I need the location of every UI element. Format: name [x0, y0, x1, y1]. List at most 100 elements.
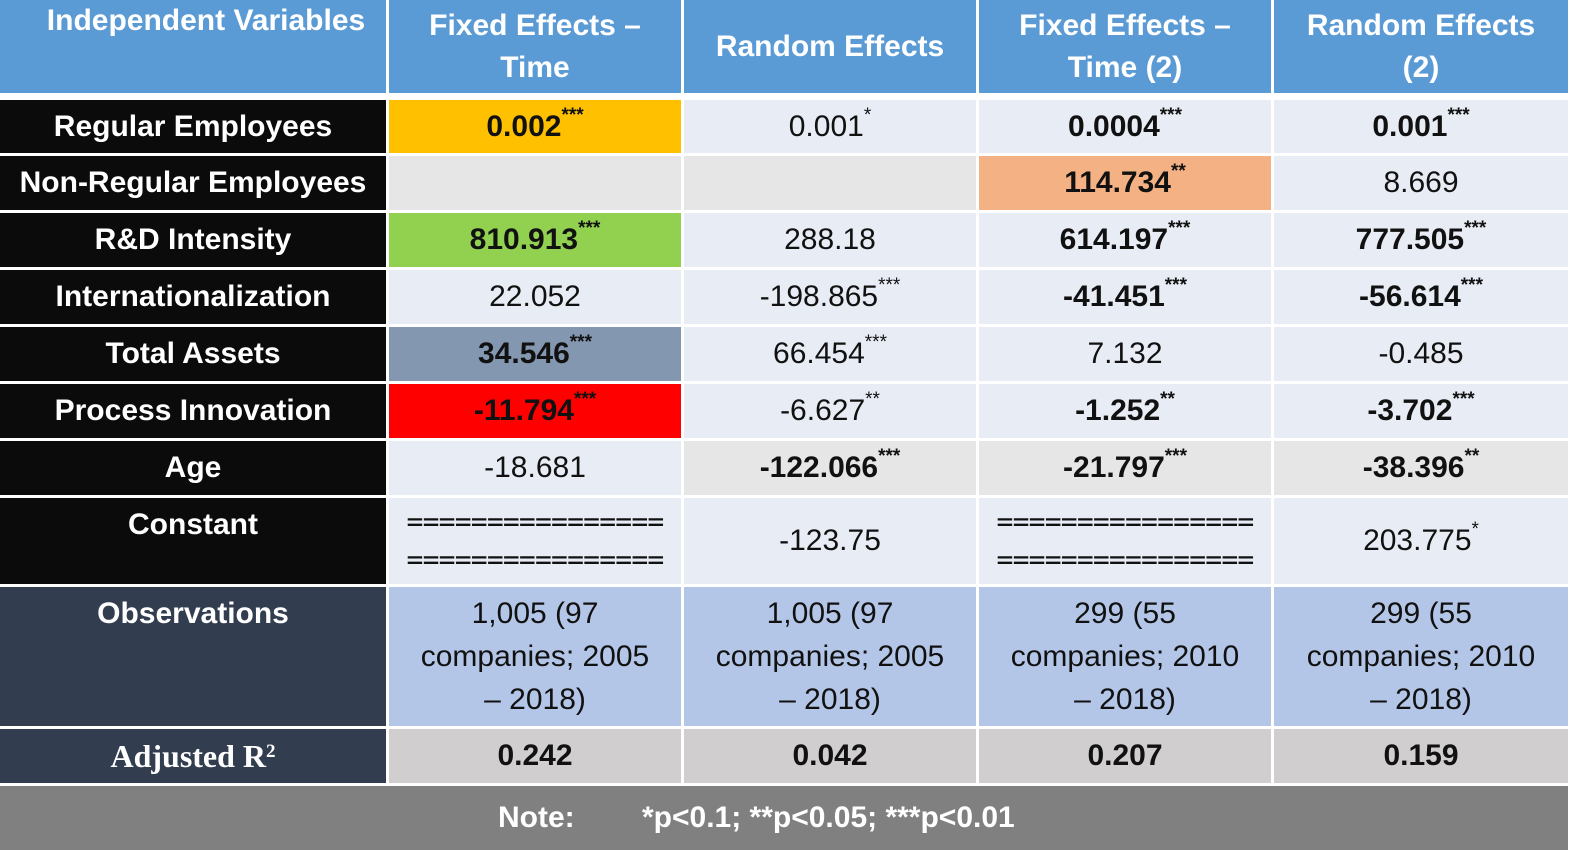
row-label: Observations — [0, 587, 386, 726]
significance-stars: *** — [1460, 275, 1483, 296]
coefficient: -1.252 — [1075, 394, 1161, 427]
cell-value: -21.797*** — [1063, 447, 1187, 489]
cell-value: 203.775* — [1363, 520, 1479, 562]
significance-stars: *** — [569, 332, 592, 353]
row-label-text: R&D Intensity — [94, 223, 292, 256]
cell-value: 114.734** — [1064, 162, 1186, 204]
table-cell: -18.681 — [389, 441, 681, 495]
observations-line: – 2018) — [779, 683, 881, 716]
cell-value: -0.485 — [1378, 333, 1463, 375]
coefficient: -122.066 — [759, 451, 879, 484]
row-label: Internationalization — [0, 270, 386, 324]
significance-stars: *** — [1159, 104, 1182, 126]
cell-value: 22.052 — [489, 276, 581, 318]
r2-value: 0.242 — [497, 739, 573, 772]
significance-stars: *** — [864, 332, 887, 353]
column-header-line: Time — [500, 50, 570, 84]
coefficient: 203.775 — [1363, 524, 1472, 557]
table-cell: 203.775* — [1274, 498, 1568, 584]
cell-value: 288.18 — [784, 219, 876, 261]
coefficient: -123.75 — [779, 524, 881, 557]
significance-stars: * — [863, 104, 872, 126]
cell-value: 0.001* — [789, 106, 871, 148]
cell-value: -1.252** — [1075, 390, 1175, 432]
cell-value: 614.197*** — [1060, 219, 1191, 261]
row-label-text: Process Innovation — [54, 394, 332, 427]
row-label-text: Observations — [97, 597, 289, 630]
observations-line: 299 (55 — [1074, 597, 1176, 630]
table-cell: 7.132 — [979, 327, 1271, 381]
significance-stars: *** — [1452, 389, 1475, 410]
row-label-text: Adjusted R — [110, 738, 267, 774]
significance-stars: *** — [573, 389, 597, 410]
observations-cell: 1,005 (97 companies; 2005 – 2018) — [684, 587, 976, 726]
coefficient: -3.702 — [1367, 394, 1453, 427]
coefficient: -18.681 — [484, 451, 586, 484]
cell-value: 777.505*** — [1356, 219, 1487, 261]
note-bar: Note: *p<0.1; **p<0.05; ***p<0.01 — [0, 786, 1568, 850]
significance-stars: *** — [1464, 218, 1487, 239]
observations-cell: 299 (55 companies; 2010 – 2018) — [1274, 587, 1568, 726]
coefficient: 0.002 — [486, 109, 562, 143]
table-cell: 810.913*** — [389, 213, 681, 267]
coefficient: -0.485 — [1378, 337, 1464, 370]
coefficient: 810.913 — [469, 223, 579, 256]
table-cell — [684, 156, 976, 210]
row-label: R&D Intensity — [0, 213, 386, 267]
row-label-text: Internationalization — [55, 280, 331, 313]
table-cell: ================ ================ — [389, 498, 681, 584]
observations-line: 1,005 (97 — [471, 597, 599, 630]
coefficient: -21.797 — [1063, 451, 1165, 484]
row-label: Non-Regular Employees — [0, 156, 386, 210]
coefficient: 0.001 — [788, 109, 864, 143]
observations-line: 1,005 (97 — [766, 597, 894, 630]
significance-stars: *** — [1168, 218, 1191, 239]
significance-stars: ** — [1464, 446, 1480, 467]
column-header-line: (2) — [1402, 50, 1440, 84]
row-label-text: Total Assets — [105, 337, 281, 370]
equals-rule: ================ — [406, 505, 665, 538]
coefficient: -198.865 — [759, 280, 879, 313]
cell-value: -198.865*** — [760, 276, 901, 318]
table-cell: ================ ================ — [979, 498, 1271, 584]
coefficient: -6.627 — [780, 394, 866, 427]
table-cell: 0.001*** — [1274, 100, 1568, 153]
cell-value: 0.001*** — [1372, 106, 1469, 148]
row-label-text: Non-Regular Employees — [19, 166, 367, 199]
equals-rule: ================ — [996, 505, 1255, 538]
table-cell: 288.18 — [684, 213, 976, 267]
row-label-text: Age — [164, 451, 222, 484]
note-text: *p<0.1; **p<0.05; ***p<0.01 — [642, 801, 1015, 834]
row-label: Age — [0, 441, 386, 495]
row-label-text: Constant — [128, 508, 258, 541]
table-cell: 34.546*** — [389, 327, 681, 381]
column-header-line: Random Effects — [715, 29, 945, 63]
row-label: Process Innovation — [0, 384, 386, 438]
table-cell: 114.734** — [979, 156, 1271, 210]
table-cell: 22.052 — [389, 270, 681, 324]
coefficient: 7.132 — [1087, 337, 1163, 370]
significance-stars: *** — [1447, 104, 1470, 126]
r2-cell: 0.042 — [684, 729, 976, 783]
table-cell: -123.75 — [684, 498, 976, 584]
r2-value: 0.042 — [792, 739, 868, 772]
cell-value: -38.396** — [1363, 447, 1480, 489]
significance-stars: *** — [878, 446, 901, 467]
column-header-line: Fixed Effects – — [429, 8, 641, 42]
table-cell: 0.002*** — [389, 100, 681, 153]
cell-value: 8.669 — [1383, 162, 1458, 204]
observations-line: companies; 2005 — [420, 640, 650, 673]
coefficient: -41.451 — [1063, 280, 1165, 313]
cell-value: -11.794*** — [474, 390, 596, 432]
cell-value: -6.627** — [780, 390, 880, 432]
coefficient: 66.454 — [773, 337, 865, 370]
column-header: Fixed Effects – Time — [389, 0, 681, 93]
coefficient: -38.396 — [1362, 451, 1465, 484]
row-label-text: Regular Employees — [53, 109, 333, 143]
r2-cell: 0.159 — [1274, 729, 1568, 783]
observations-cell: 1,005 (97 companies; 2005 – 2018) — [389, 587, 681, 726]
column-header-line: Fixed Effects – — [1019, 8, 1231, 42]
cell-value: -41.451*** — [1063, 276, 1187, 318]
table-cell: 0.001* — [684, 100, 976, 153]
